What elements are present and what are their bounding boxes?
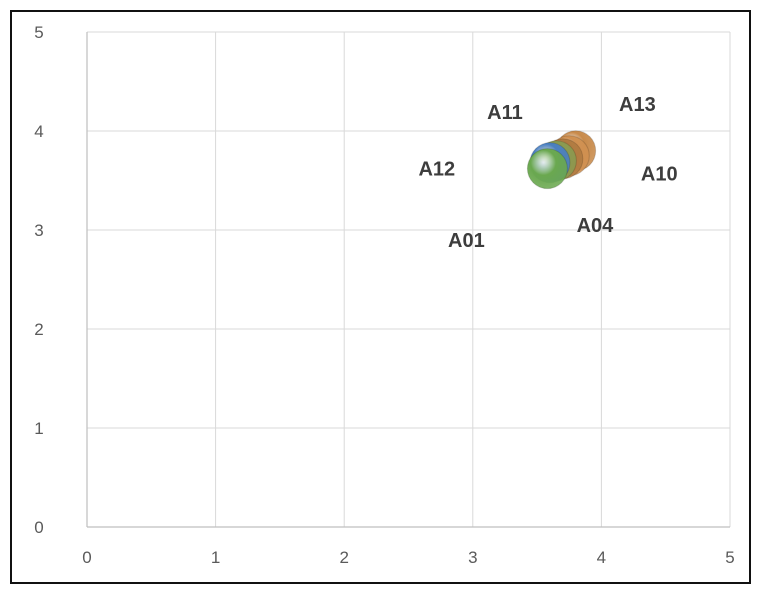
x-tick-label: 4 bbox=[597, 548, 606, 567]
scatter-chart: 0 1 2 3 4 5 0 1 2 3 4 5 A11 A13 A12 A10 A01 A04 bbox=[34, 23, 734, 567]
y-tick-label: 4 bbox=[34, 122, 43, 141]
point-label: A11 bbox=[487, 102, 523, 124]
x-tick-label: 5 bbox=[725, 548, 734, 567]
x-tick-label: 1 bbox=[211, 548, 220, 567]
point-label: A13 bbox=[619, 94, 656, 116]
point-label: A12 bbox=[418, 159, 455, 181]
y-tick-label: 3 bbox=[34, 221, 43, 240]
data-point bbox=[526, 148, 568, 190]
x-tick-label: 0 bbox=[82, 548, 91, 567]
point-labels: A11 A13 A12 A10 A01 A04 bbox=[418, 94, 677, 252]
x-tick-label: 3 bbox=[468, 548, 477, 567]
grid bbox=[87, 31, 731, 527]
data-points bbox=[526, 130, 597, 190]
x-tick-label: 2 bbox=[339, 548, 348, 567]
y-tick-label: 1 bbox=[34, 419, 43, 438]
y-tick-label: 5 bbox=[34, 23, 43, 42]
y-tick-label: 0 bbox=[34, 518, 43, 537]
y-tick-label: 2 bbox=[34, 320, 43, 339]
point-label: A01 bbox=[448, 230, 485, 252]
point-label: A04 bbox=[577, 215, 615, 237]
point-label: A10 bbox=[641, 164, 678, 186]
chart-frame: 0 1 2 3 4 5 0 1 2 3 4 5 A11 A13 A12 A10 A01 A04 bbox=[10, 10, 751, 584]
axes bbox=[86, 32, 730, 528]
tick-labels: 0 1 2 3 4 5 0 1 2 3 4 5 bbox=[34, 23, 734, 567]
